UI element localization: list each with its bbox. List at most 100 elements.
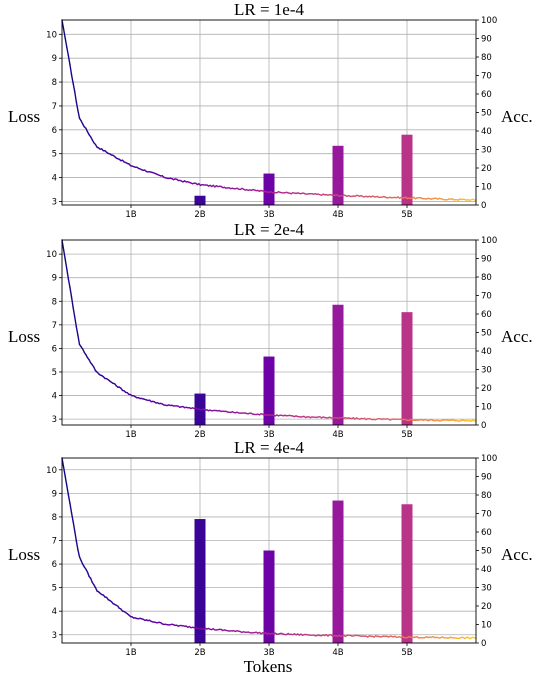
y-right-tick-label: 30 [481,366,492,376]
accuracy-bar [263,356,275,425]
y-right-tick-label: 20 [481,384,492,394]
chart-panel-1: LR = 1e-41B 2B 3B 4B 5B345678910010203040506… [8,0,533,220]
y-right-tick-label: 40 [481,127,492,137]
loss-curve-segment [72,82,76,93]
loss-curve-segment [74,316,78,328]
x-tick-label: 1B [125,430,136,440]
loss-curve-segment [86,571,90,578]
y-left-tick-label: 6 [52,126,57,136]
chart-title: LR = 2e-4 [234,220,305,239]
y-right-tick-label: 50 [481,329,492,339]
loss-curve-segment [69,502,73,514]
y-left-tick-label: 3 [52,197,57,207]
loss-curve-segment [70,74,74,85]
y-right-tick-label: 90 [481,255,492,265]
loss-curve-segment [62,28,66,39]
accuracy-bar [194,195,206,205]
loss-curve-segment [62,466,66,477]
y-left-tick-label: 7 [52,536,57,546]
accuracy-bar [401,134,413,205]
x-axis-label: Tokens [244,657,293,676]
x-tick-label: 3B [263,210,274,220]
x-tick-label: 5B [401,210,412,220]
y-right-tick-label: 100 [481,16,497,26]
x-tick-label: 5B [401,430,412,440]
accuracy-bar [401,312,413,425]
y-right-tick-label: 60 [481,90,492,100]
accuracy-bar [263,173,275,205]
y-left-tick-label: 9 [52,274,57,284]
loss-curve-segment [77,109,81,120]
y-left-tick-label: 5 [52,150,57,160]
y-right-axis-label: Acc. [501,327,533,346]
y-right-axis-label: Acc. [501,545,533,564]
x-tick-label: 3B [263,430,274,440]
y-right-tick-label: 10 [481,183,492,193]
accuracy-bar [332,500,344,643]
y-left-tick-label: 9 [52,54,57,64]
y-left-tick-label: 8 [52,297,57,307]
y-left-tick-label: 6 [52,560,57,570]
y-right-tick-label: 100 [481,454,497,464]
x-tick-label: 3B [263,648,274,658]
y-left-tick-label: 5 [52,368,57,378]
y-left-tick-label: 7 [52,321,57,331]
loss-curve-segment [75,326,79,337]
loss-curve-segment [75,101,79,112]
loss-curve-segment [89,577,93,584]
y-right-tick-label: 40 [481,565,492,575]
loss-curve-segment [64,258,68,270]
y-left-axis-label: Loss [8,107,40,126]
y-right-tick-label: 30 [481,584,492,594]
y-right-tick-label: 20 [481,602,492,612]
y-left-tick-label: 10 [46,250,57,260]
y-right-tick-label: 20 [481,164,492,174]
accuracy-bar [194,519,206,643]
y-right-tick-label: 90 [481,473,492,483]
x-tick-label: 1B [125,210,136,220]
x-tick-label: 2B [194,430,205,440]
y-right-tick-label: 40 [481,347,492,357]
y-right-tick-label: 60 [481,528,492,538]
y-right-tick-label: 0 [481,421,486,431]
x-tick-label: 1B [125,648,136,658]
loss-curve-segment [67,54,71,66]
loss-curve-segment [64,37,68,48]
loss-curve-segment [64,475,68,487]
loss-curve-segment [77,334,81,346]
y-right-tick-label: 70 [481,292,492,302]
chart-panel-2: LR = 2e-41B 2B 3B 4B 5B345678910010203040506… [8,220,533,440]
loss-curve-segment [62,248,66,260]
y-right-tick-label: 50 [481,109,492,119]
chart-title: LR = 4e-4 [234,438,305,457]
y-right-tick-label: 90 [481,35,492,45]
loss-curve-segment [67,494,71,505]
y-left-tick-label: 8 [52,513,57,523]
loss-curve-segment [69,286,73,298]
loss-curve-segment [74,530,78,542]
accuracy-bar [401,504,413,643]
loss-curve-segment [69,63,73,76]
loss-curve-segment [70,296,74,309]
accuracy-bar [332,304,344,425]
y-left-axis-label: Loss [8,545,40,564]
chart-panel-3: LR = 4e-41B 2B 3B 4B 5B345678910010203040506… [8,438,533,658]
x-tick-label: 4B [332,210,343,220]
y-left-tick-label: 3 [52,415,57,425]
y-right-tick-label: 10 [481,403,492,413]
y-left-tick-label: 5 [52,584,57,594]
panels: LR = 1e-41B 2B 3B 4B 5B345678910010203040506… [8,0,533,658]
loss-curve-segment [70,512,74,523]
x-tick-label: 2B [194,210,205,220]
loss-curve-segment [66,268,70,280]
x-tick-label: 2B [194,648,205,658]
y-right-tick-label: 80 [481,53,492,63]
y-left-tick-label: 9 [52,489,57,499]
y-left-axis-label: Loss [8,327,40,346]
y-left-tick-label: 4 [52,607,57,617]
y-right-tick-label: 60 [481,310,492,320]
loss-curve-segment [77,549,81,558]
y-left-tick-label: 6 [52,344,57,354]
loss-curve-segment [72,520,76,532]
y-right-tick-label: 0 [481,639,486,649]
